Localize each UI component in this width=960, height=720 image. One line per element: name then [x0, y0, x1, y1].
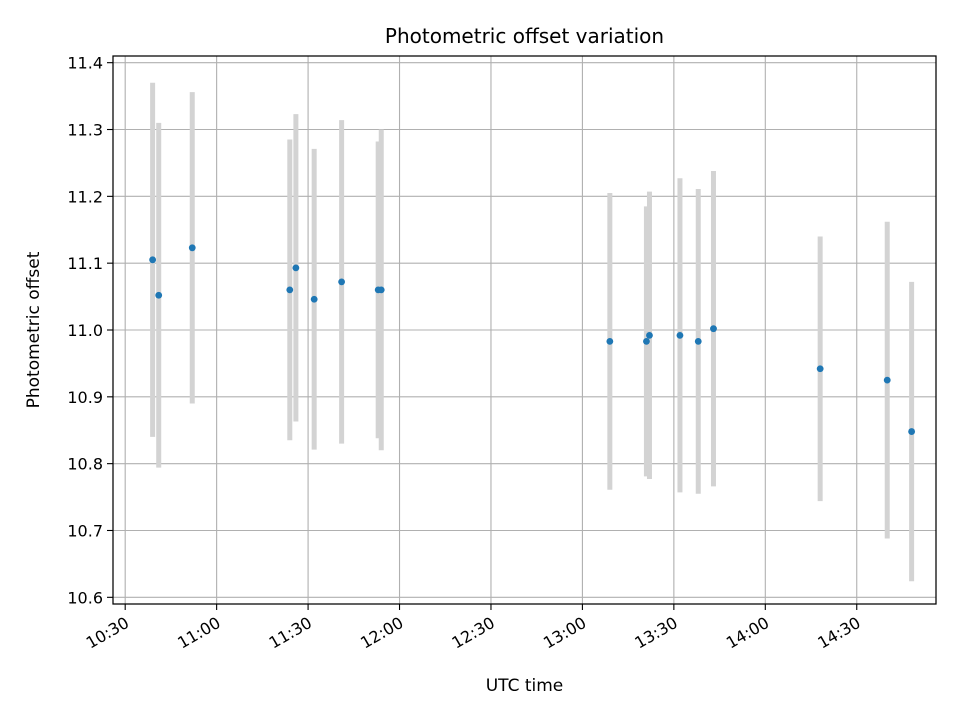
data-point: [646, 331, 653, 339]
data-point: [292, 264, 300, 272]
data-point: [149, 256, 157, 264]
grid: [113, 56, 936, 604]
data-point: [155, 291, 163, 299]
data-point: [643, 337, 650, 345]
data-point: [286, 286, 294, 294]
data-point: [710, 325, 717, 333]
data-point: [377, 286, 385, 294]
data-point: [908, 428, 916, 435]
y-tick-label: 10.6: [67, 588, 103, 607]
data-point: [883, 376, 891, 384]
y-tick-label: 11.1: [67, 254, 103, 273]
y-tick-label: 10.9: [67, 388, 103, 407]
data-point: [310, 295, 318, 303]
y-axis-ticks: 10.6 10.7 10.8 10.9 11.0 11.1 11.2 11.3 11.4: [67, 54, 113, 607]
chart-title: Photometric offset variation: [385, 24, 664, 48]
y-tick-label: 11.2: [67, 187, 103, 206]
data-point: [694, 337, 702, 345]
data-point: [676, 331, 684, 339]
y-tick-label: 10.7: [67, 521, 103, 540]
x-axis-label: UTC time: [486, 676, 564, 696]
data-point: [816, 365, 824, 373]
data-points: [149, 244, 916, 435]
y-tick-label: 11.0: [67, 321, 103, 340]
y-tick-label: 10.8: [67, 455, 103, 474]
y-tick-label: 11.4: [67, 54, 103, 73]
data-point: [606, 337, 614, 345]
data-point: [188, 244, 196, 252]
y-axis-label: Photometric offset: [24, 251, 44, 408]
y-tick-label: 11.3: [67, 121, 103, 140]
data-point: [338, 278, 346, 286]
